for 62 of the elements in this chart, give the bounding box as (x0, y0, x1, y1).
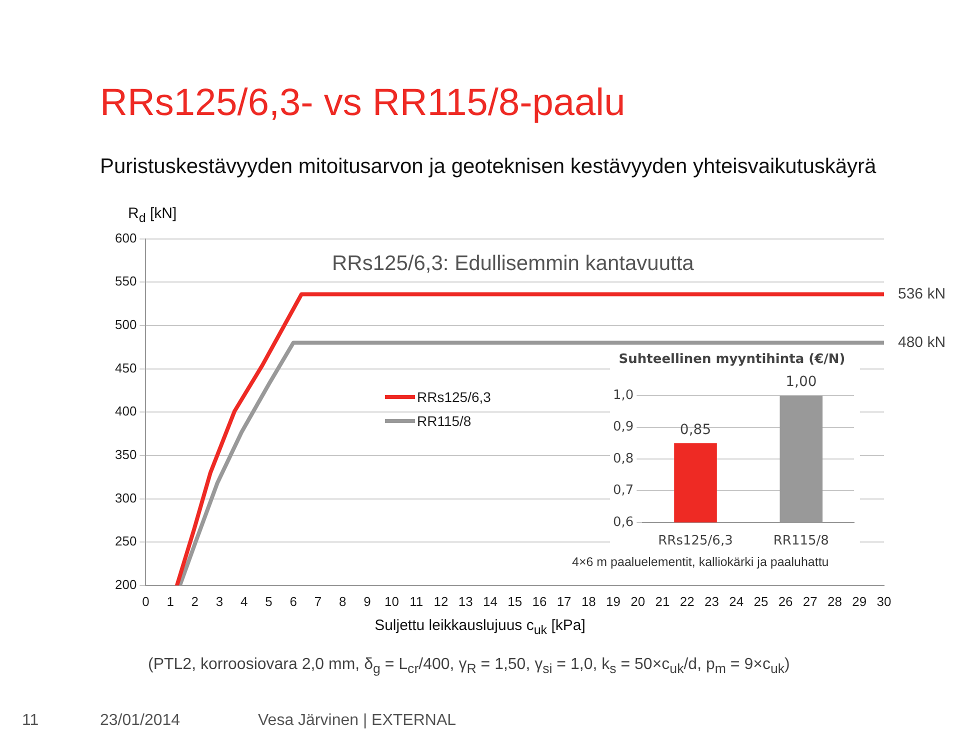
y-tick-label: 350 (114, 447, 137, 462)
y-tick-label: 600 (114, 230, 137, 246)
x-tick-label: 28 (828, 594, 842, 609)
y-tick-label: 550 (114, 274, 137, 289)
x-tick-label: 8 (338, 594, 346, 609)
x-tick-label: 11 (410, 594, 424, 609)
x-tick-label: 12 (434, 594, 448, 609)
annotation: 480 kN (898, 334, 946, 351)
x-tick-label: 5 (265, 594, 272, 609)
y-tick-label: 0,6 (612, 514, 634, 530)
x-axis-title: Suljettu leikkauslujuus c$_{uk}$ [kPa] (374, 617, 586, 637)
text: 11 (22, 712, 39, 730)
x-tick-label: 16 (532, 594, 547, 609)
y-tick-label: 0,8 (612, 451, 634, 466)
x-tick-label: 17 (556, 594, 572, 609)
y-tick-label: 0,7 (612, 483, 634, 498)
y-tick-label: 300 (114, 490, 137, 506)
y-tick-label: 0,9 (612, 420, 634, 435)
y-axis-title: R$_{d}$ [kN] (128, 205, 177, 225)
chart-subtitle: Puristuskestävyyden mitoitusarvon ja geoteknisen kestävyyden yhteisvaikutuskäyrä (100, 155, 876, 179)
chart-title: RRs125/6,3- vs RR115/8-paalu (100, 82, 626, 125)
data-label: 1,00 (786, 374, 817, 390)
text: 23/01/2014 (100, 712, 180, 730)
x-tick-label: 14 (483, 594, 498, 609)
x-tick-label: 7 (314, 594, 322, 609)
y-tick-label: 1,0 (612, 388, 634, 403)
data-label: 0,85 (680, 422, 712, 438)
legend-label: RR115/8 (416, 412, 472, 431)
y-tick-label: 400 (114, 404, 137, 419)
x-tick-label: 9 (364, 594, 371, 609)
x-tick-label: 22 (680, 594, 694, 609)
y-tick-label: 250 (114, 534, 137, 549)
annotation: 4×6 m paaluelementit, kalliokärki ja paaluhattu (572, 555, 829, 569)
x-tick-label: 26 (778, 594, 793, 609)
text: (PTL2, korroosiovara 2,0 mm, δ$_{g}$ = L$_{cr}$/400, γ$_{R}$ = 1,50, γ$_{si}$ = 1,0, k$_{s}$ = 50×c$_{uk}$/d, p$_{m}$ = 9×c$_{uk}$) (148, 656, 790, 676)
annotation: RRs125/6,3: Edullisemmin kantavuutta (328, 252, 698, 276)
x-tick-label: 19 (606, 594, 621, 609)
x-tick-label: 3 (216, 594, 224, 609)
annotation: 536 kN (898, 285, 946, 302)
x-tick-label: 10 (384, 594, 400, 609)
y-tick-label: 450 (114, 360, 137, 376)
x-tick-label: 20 (630, 594, 646, 609)
x-tick-label: 4 (240, 594, 248, 609)
x-tick-label: 25 (754, 594, 768, 609)
y-tick-label: 200 (114, 576, 137, 592)
x-tick-label: 15 (508, 594, 522, 609)
x-tick-label: 13 (458, 594, 473, 609)
legend-label: RRs125/6,3 (416, 388, 491, 407)
x-tick-label: 23 (704, 594, 719, 609)
text: Vesa Järvinen | EXTERNAL (258, 712, 456, 730)
x-tick-label: 27 (802, 594, 818, 609)
x-tick-label: 29 (852, 594, 867, 609)
x-tick-label: 2 (191, 594, 199, 609)
x-tick-label: 0 (142, 594, 150, 609)
x-tick-label: 30 (876, 594, 892, 609)
x-tick-label: 21 (655, 594, 670, 609)
x-tick-label: 1 (166, 594, 174, 609)
x-tick-label: 6 (290, 594, 297, 609)
x-tick-label: 24 (729, 594, 744, 609)
y-tick-label: 500 (114, 317, 137, 332)
chart-title: Suhteellinen myyntihinta (€/N) (618, 352, 846, 368)
x-tick-label: 18 (581, 594, 596, 609)
